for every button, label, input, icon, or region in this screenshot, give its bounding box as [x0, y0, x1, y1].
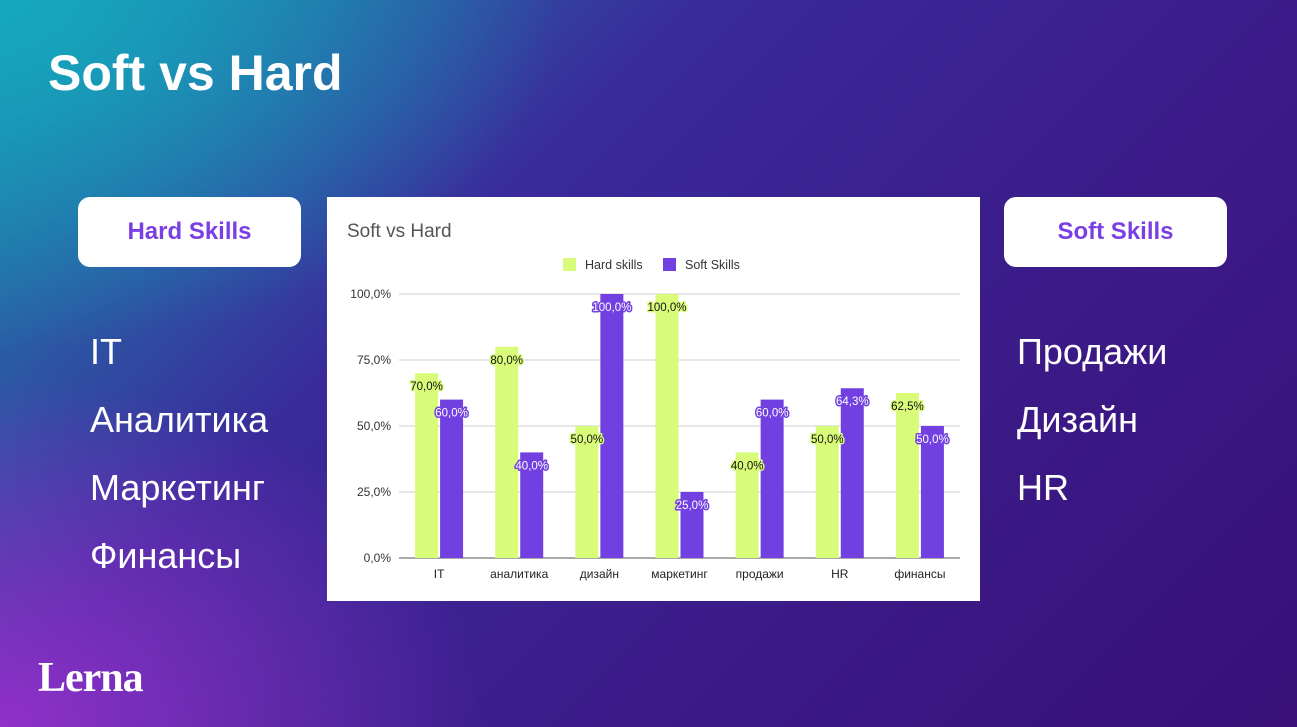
- hard-skill-item: Маркетинг: [90, 467, 266, 508]
- bar-hard: [415, 373, 439, 558]
- bar-hard: [495, 346, 519, 558]
- x-tick-label: IT: [434, 567, 445, 581]
- data-label-hard: 40,0%: [731, 460, 764, 472]
- bar-soft: [440, 399, 464, 558]
- hard-skill-item: IT: [90, 331, 122, 372]
- bar-hard: [815, 426, 839, 558]
- x-tick-label: дизайн: [580, 567, 619, 581]
- soft-skills-label: Soft Skills: [1004, 197, 1227, 267]
- bar-soft: [760, 399, 784, 558]
- hard-skills-label: Hard Skills: [78, 197, 301, 267]
- soft-skill-item: Продажи: [1017, 331, 1168, 372]
- data-label-soft: 25,0%: [676, 500, 709, 512]
- y-tick-label: 100,0%: [350, 287, 391, 301]
- bar-soft: [840, 388, 864, 558]
- data-label-hard: 62,5%: [891, 401, 924, 413]
- data-label-hard: 50,0%: [811, 434, 844, 446]
- data-label-soft: 100,0%: [592, 302, 631, 314]
- hard-skill-item: Финансы: [90, 535, 242, 576]
- bar-soft: [520, 452, 544, 558]
- x-tick-label: маркетинг: [651, 567, 708, 581]
- soft-skill-item: HR: [1017, 467, 1069, 508]
- hard-skills-list: IT Аналитика Маркетинг Финансы: [90, 318, 268, 590]
- chart-title: Soft vs Hard: [347, 221, 452, 242]
- bar-hard: [895, 393, 919, 558]
- data-label-soft: 60,0%: [435, 408, 468, 420]
- soft-skills-list: Продажи Дизайн HR: [1017, 318, 1167, 522]
- bar-soft: [920, 426, 944, 558]
- legend-swatch-1: [663, 258, 676, 271]
- hard-skill-item: Аналитика: [90, 399, 269, 440]
- data-label-soft: 50,0%: [916, 434, 949, 446]
- data-label-soft: 60,0%: [756, 408, 789, 420]
- bar-hard: [575, 426, 599, 558]
- legend-label-0: Hard skills: [585, 258, 643, 272]
- lerna-logo-text: Lerna: [38, 655, 144, 699]
- slide-title: Soft vs Hard: [48, 45, 343, 101]
- chart-card: Soft vs Hard Hard skills Soft Skills 0,0% 25…: [327, 197, 980, 601]
- y-tick-label: 25,0%: [357, 485, 391, 499]
- data-label-hard: 100,0%: [647, 302, 686, 314]
- y-tick-label: 0,0%: [364, 551, 392, 565]
- y-tick-label: 50,0%: [357, 419, 391, 433]
- data-label-hard: 80,0%: [490, 355, 523, 367]
- x-tick-label: продажи: [736, 567, 784, 581]
- data-label-hard: 70,0%: [410, 381, 443, 393]
- bar-hard: [735, 452, 759, 558]
- bar-soft: [600, 294, 624, 558]
- bar-hard: [655, 294, 679, 558]
- data-label-soft: 64,3%: [836, 396, 869, 408]
- x-tick-label: финансы: [894, 567, 945, 581]
- data-label-soft: 40,0%: [515, 460, 548, 472]
- legend-swatch-0: [563, 258, 576, 271]
- lerna-logo: Lerna: [38, 655, 145, 701]
- logo: Lerna: [38, 655, 168, 704]
- y-tick-label: 75,0%: [357, 353, 391, 367]
- bar-soft: [680, 492, 704, 558]
- data-label-hard: 50,0%: [571, 434, 604, 446]
- bar-chart: Soft vs Hard Hard skills Soft Skills 0,0% 25…: [347, 221, 960, 581]
- soft-skill-item: Дизайн: [1017, 399, 1139, 440]
- x-tick-label: аналитика: [490, 567, 548, 581]
- x-tick-label: HR: [831, 567, 849, 581]
- legend-label-1: Soft Skills: [685, 258, 740, 272]
